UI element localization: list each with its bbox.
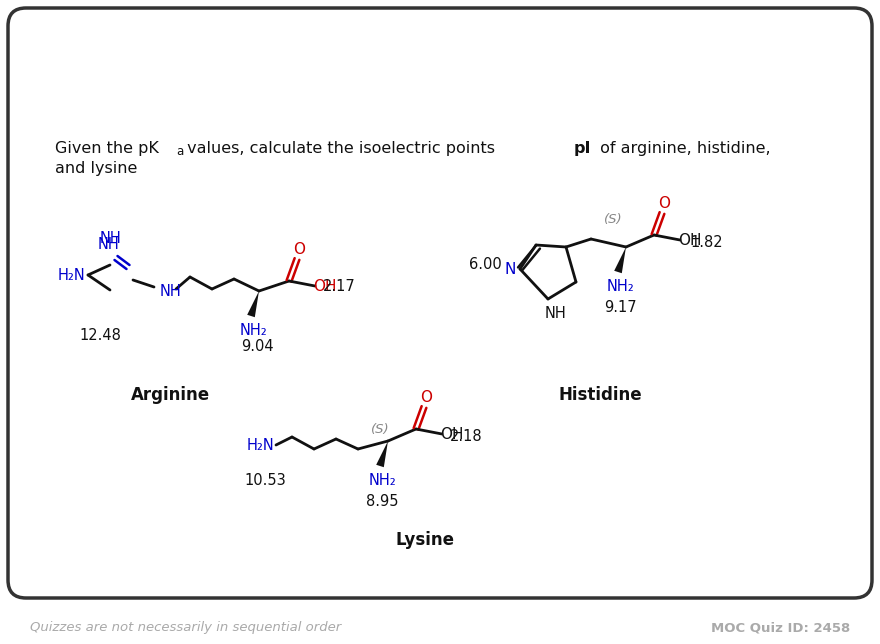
Text: 10.53: 10.53 xyxy=(244,473,286,488)
Text: OH: OH xyxy=(313,278,337,294)
Text: NH₂: NH₂ xyxy=(606,278,634,294)
FancyBboxPatch shape xyxy=(8,8,872,598)
Text: Quizzes are not necessarily in sequential order: Quizzes are not necessarily in sequentia… xyxy=(30,621,341,634)
Text: N: N xyxy=(504,261,516,276)
Text: and lysine: and lysine xyxy=(55,160,137,176)
Text: 9.17: 9.17 xyxy=(604,299,636,314)
Text: 9.04: 9.04 xyxy=(241,339,274,354)
Text: Lysine: Lysine xyxy=(395,531,454,549)
Text: NH: NH xyxy=(99,231,121,245)
Text: (S): (S) xyxy=(370,422,389,435)
Text: 8.95: 8.95 xyxy=(366,493,399,509)
Text: NH: NH xyxy=(545,305,567,321)
Text: OH: OH xyxy=(440,426,464,442)
Text: H₂N: H₂N xyxy=(246,437,274,453)
Text: Arginine: Arginine xyxy=(130,386,209,404)
Text: 12.48: 12.48 xyxy=(79,328,121,343)
Text: Given the pK: Given the pK xyxy=(55,140,159,155)
Text: NH: NH xyxy=(160,283,182,299)
Text: 2.18: 2.18 xyxy=(450,428,482,444)
Text: NH₂: NH₂ xyxy=(239,323,267,337)
Text: OH: OH xyxy=(678,232,701,247)
Text: of arginine, histidine,: of arginine, histidine, xyxy=(595,140,771,155)
Text: values, calculate the isoelectric points: values, calculate the isoelectric points xyxy=(182,140,500,155)
Text: MOC Quiz ID: 2458: MOC Quiz ID: 2458 xyxy=(711,621,850,634)
Text: Histidine: Histidine xyxy=(558,386,642,404)
Polygon shape xyxy=(614,247,626,273)
Text: a: a xyxy=(176,144,183,158)
Text: O: O xyxy=(293,242,305,256)
Text: 1.82: 1.82 xyxy=(691,234,723,249)
Text: O: O xyxy=(658,196,670,211)
Text: 6.00: 6.00 xyxy=(469,256,502,272)
Polygon shape xyxy=(247,291,259,317)
Text: NH: NH xyxy=(97,236,119,252)
Text: (S): (S) xyxy=(604,213,622,225)
Text: O: O xyxy=(420,390,432,404)
Text: NH₂: NH₂ xyxy=(368,473,396,488)
Text: H₂N: H₂N xyxy=(57,267,85,283)
Text: 2.17: 2.17 xyxy=(323,278,356,294)
Polygon shape xyxy=(376,441,388,467)
Text: pI: pI xyxy=(574,140,591,155)
